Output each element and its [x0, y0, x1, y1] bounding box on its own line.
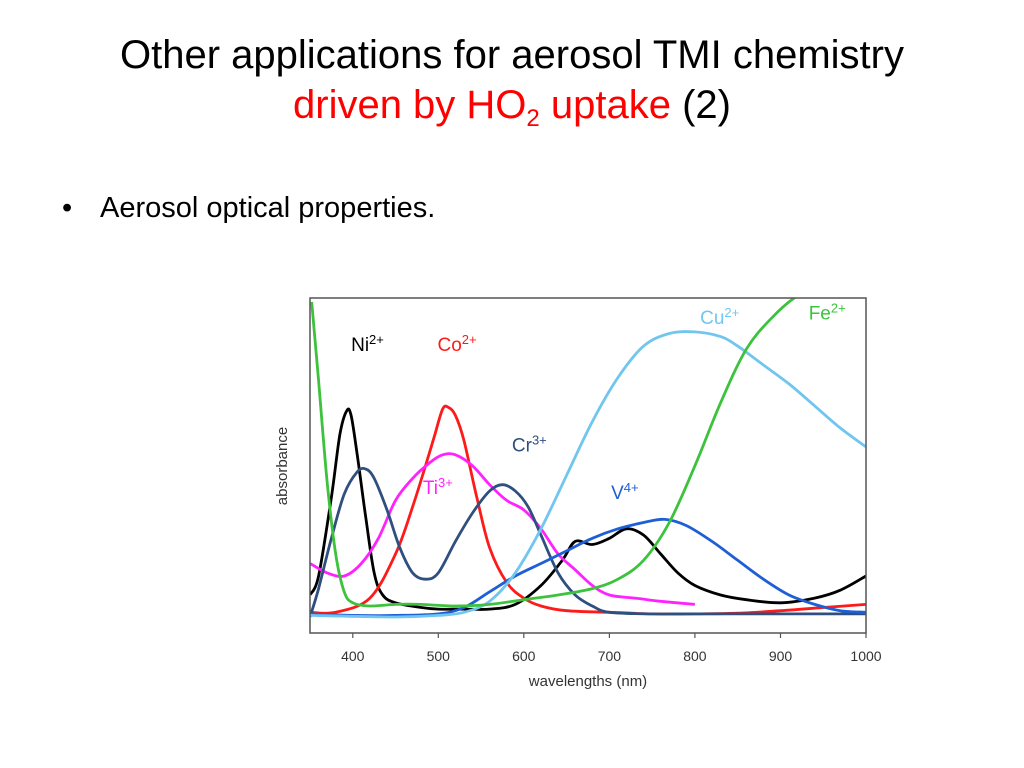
plot-frame — [309, 297, 867, 634]
series-label-co: Co2+ — [438, 332, 477, 356]
x-axis: 400 500 600 700 800 900 1000 — [341, 633, 882, 664]
title-subscript: 2 — [526, 105, 540, 132]
x-tick-label: 800 — [683, 648, 707, 664]
title-line-1: Other applications for aerosol TMI chemi… — [119, 33, 904, 77]
x-tick-label: 500 — [427, 648, 451, 664]
bullet-marker: • — [62, 192, 73, 224]
bullet-text: Aerosol optical properties. — [100, 192, 436, 224]
x-tick-label: 700 — [598, 648, 622, 664]
series-labels: Ni2+ Co2+ Ti3+ Cr3+ V4+ Cu2+ Fe2+ — [351, 300, 846, 504]
series-label-v: V4+ — [611, 480, 639, 504]
series-label-fe: Fe2+ — [809, 300, 846, 324]
x-axis-label: wavelengths (nm) — [528, 673, 647, 690]
title-red-text: driven by HO — [293, 83, 527, 127]
x-tick-label: 900 — [769, 648, 793, 664]
series-line-ni — [310, 407, 866, 611]
title-red-suffix: uptake — [539, 83, 671, 127]
series-line-v — [310, 517, 866, 618]
title-tail: (2) — [671, 83, 731, 127]
x-tick-label: 1000 — [850, 648, 881, 664]
y-axis-label: absorbance — [274, 427, 291, 505]
bullet-item: • Aerosol optical properties. — [62, 188, 435, 228]
series-line-cr — [310, 466, 866, 618]
series-label-cr: Cr3+ — [512, 433, 547, 457]
slide-title: Other applications for aerosol TMI chemi… — [0, 30, 1024, 132]
series-label-cu: Cu2+ — [700, 305, 739, 329]
title-line-2: driven by HO2 uptake (2) — [0, 80, 1024, 132]
series-line-fe — [310, 298, 797, 608]
x-tick-label: 400 — [341, 648, 365, 664]
series-line-cu — [310, 330, 866, 619]
x-tick-label: 600 — [512, 648, 536, 664]
series-line-ti — [310, 452, 696, 606]
series-label-ti: Ti3+ — [423, 475, 453, 499]
series-layer — [310, 298, 866, 619]
series-label-ni: Ni2+ — [351, 332, 384, 356]
